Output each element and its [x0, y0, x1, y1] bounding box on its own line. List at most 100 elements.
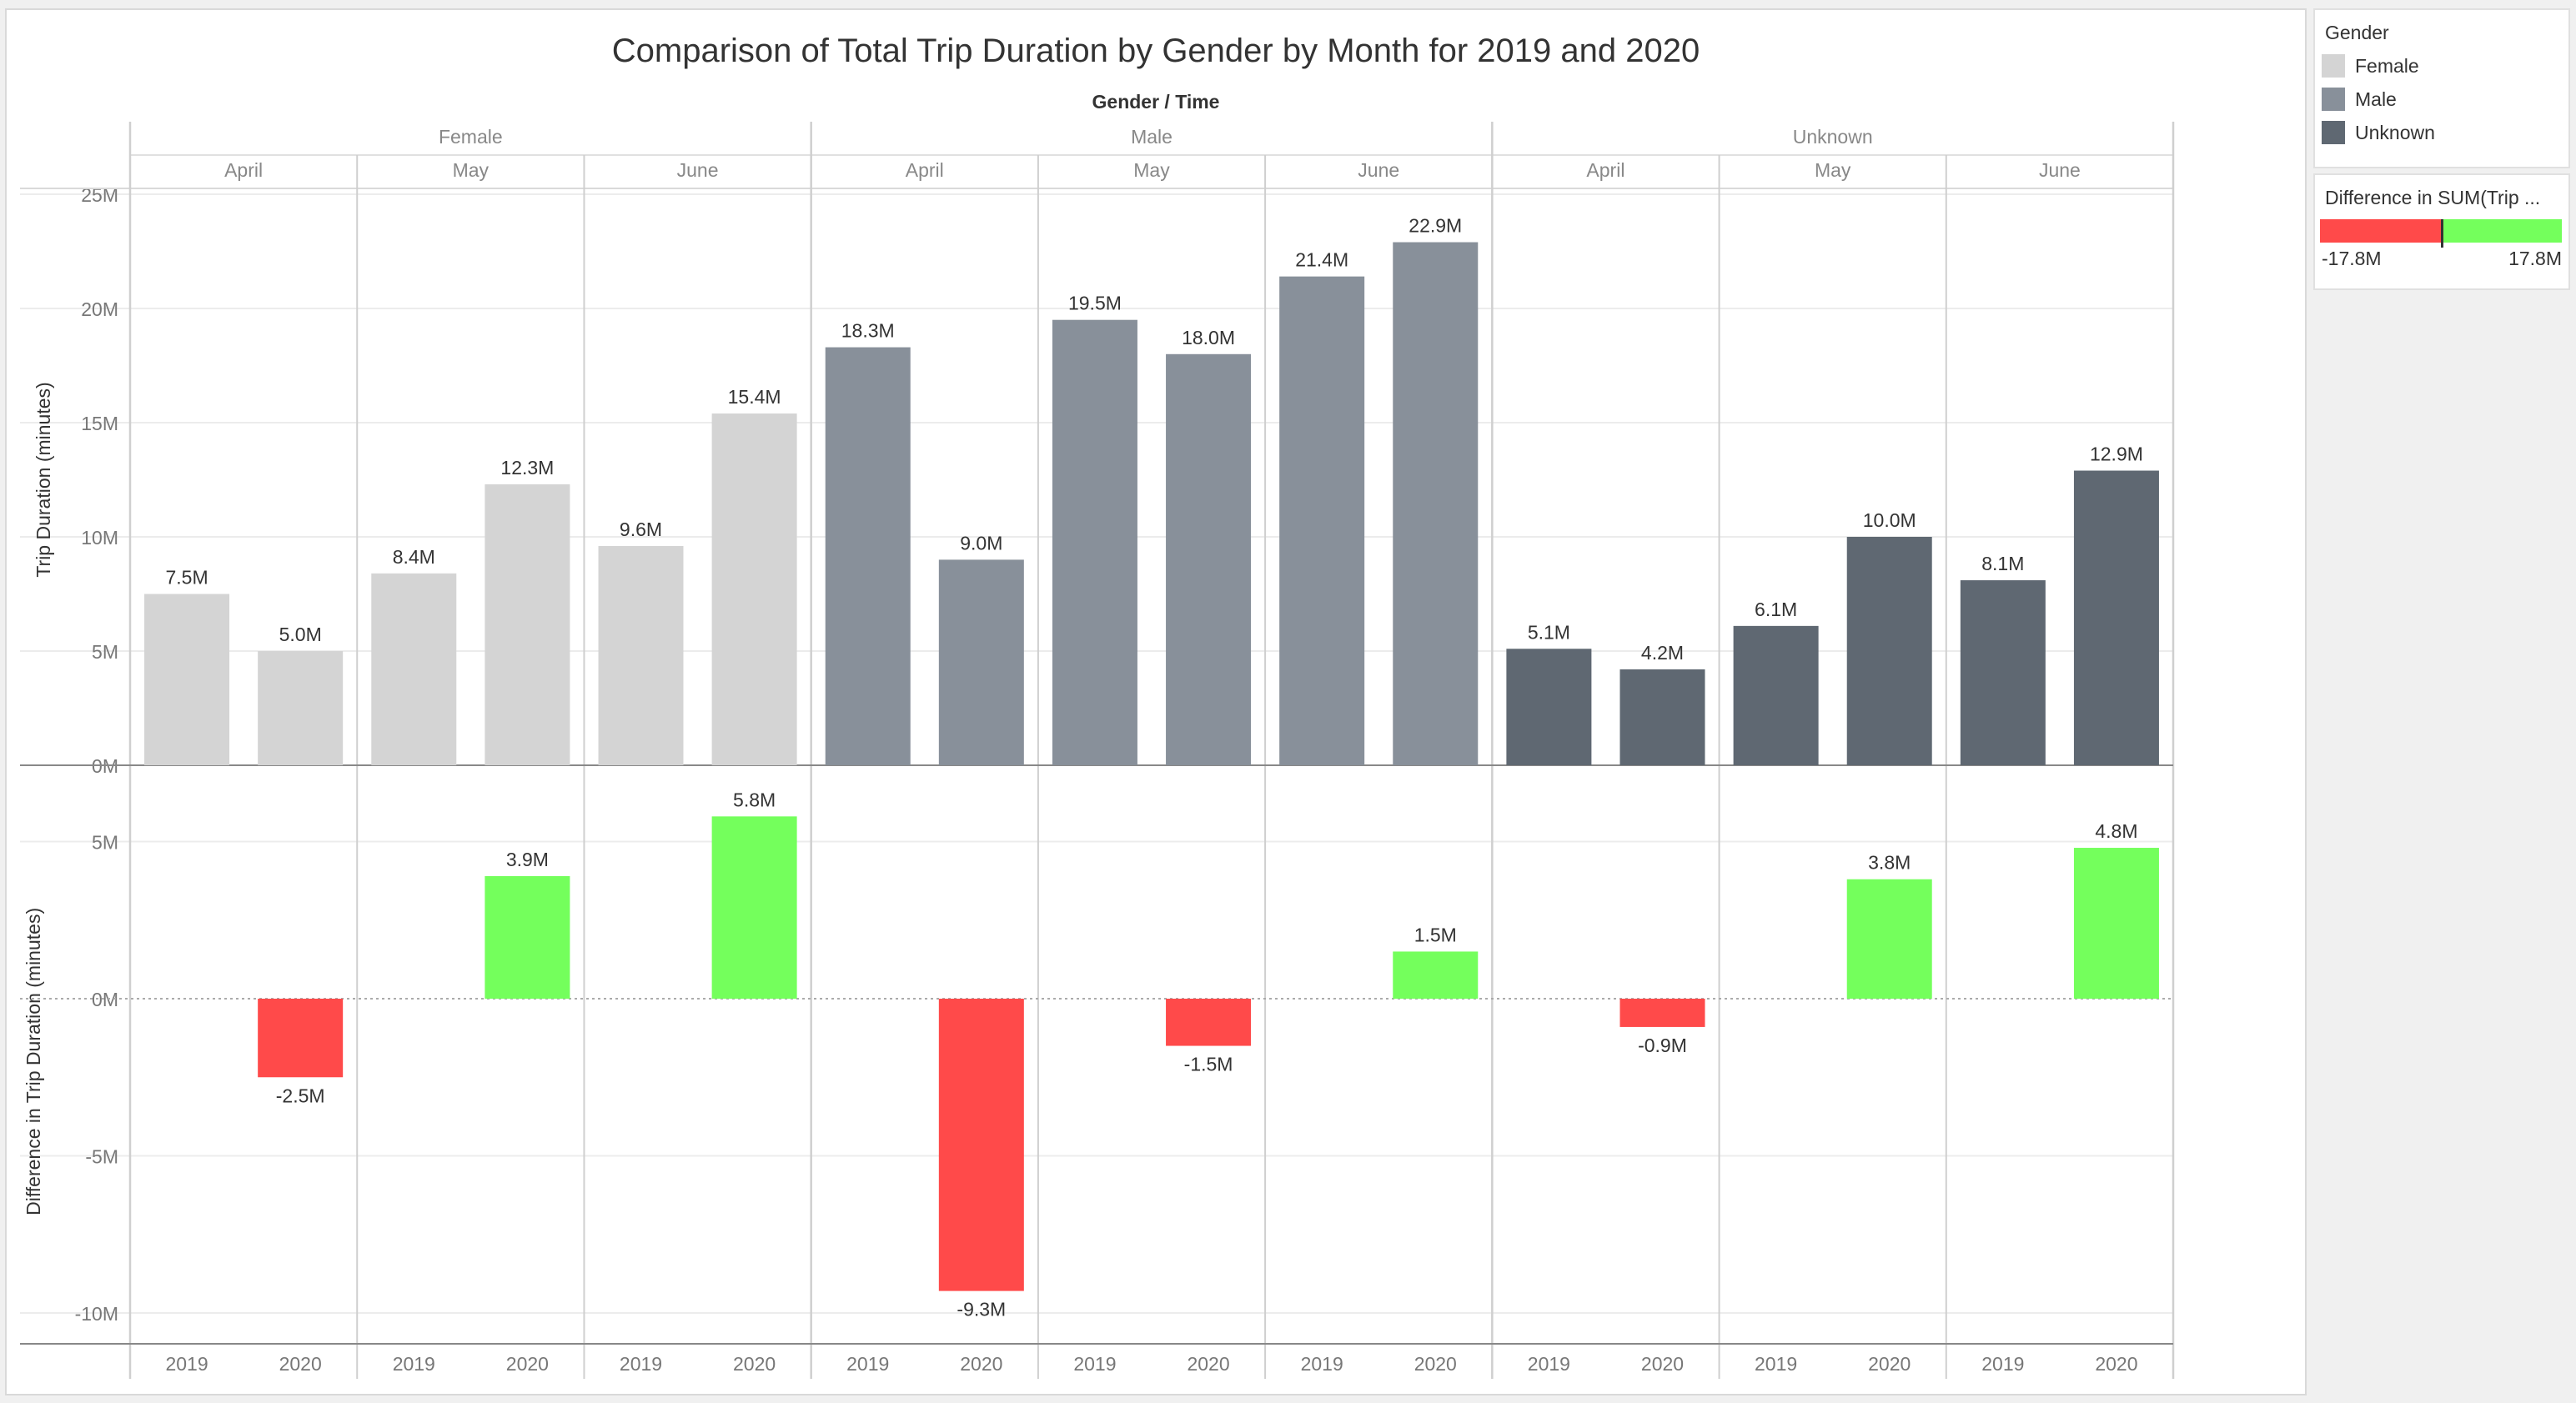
gender-header-unknown: Unknown — [1793, 126, 1873, 148]
bar-value-label: 12.3M — [500, 457, 554, 479]
year-label: 2019 — [1301, 1353, 1343, 1375]
year-label: 2019 — [620, 1353, 662, 1375]
ytick-bottom: 5M — [92, 832, 118, 854]
month-header: April — [1586, 159, 1624, 181]
year-label: 2020 — [1187, 1353, 1229, 1375]
ytick-top: 25M — [81, 184, 118, 206]
trip-duration-bar — [825, 347, 911, 765]
legend-label-unknown: Unknown — [2355, 121, 2435, 143]
difference-value-label: -0.9M — [1638, 1035, 1687, 1056]
ytick-bottom: -5M — [85, 1146, 118, 1168]
trip-duration-bar — [2073, 470, 2159, 765]
trip-duration-bar — [1733, 625, 1819, 765]
year-label: 2019 — [1528, 1353, 1570, 1375]
y-axis-title-bottom: Difference in Trip Duration (minutes) — [23, 908, 44, 1215]
difference-color-ramp — [2320, 219, 2562, 248]
difference-value-label: -1.5M — [1184, 1054, 1233, 1075]
ytick-top: 5M — [92, 641, 118, 663]
difference-value-label: 3.9M — [506, 849, 549, 870]
y-axis-title-top: Trip Duration (minutes) — [33, 382, 54, 577]
ytick-top: 15M — [81, 413, 118, 434]
month-header: May — [1815, 159, 1851, 181]
chart-dashboard: Comparison of Total Trip Duration by Gen… — [5, 8, 2307, 1395]
gender-legend-title: Gender — [2325, 22, 2389, 43]
unknown-swatch — [2322, 121, 2345, 144]
difference-value-label: 3.8M — [1868, 852, 1911, 874]
ramp-min-label: -17.8M — [2322, 248, 2382, 269]
difference-bar — [258, 999, 344, 1078]
trip-duration-bar — [371, 573, 457, 765]
ytick-top: 20M — [81, 298, 118, 320]
bar-value-label: 15.4M — [728, 386, 781, 408]
year-label: 2020 — [279, 1353, 322, 1375]
year-label: 2019 — [1755, 1353, 1797, 1375]
bar-value-label: 5.0M — [279, 624, 322, 645]
difference-bar — [938, 999, 1024, 1291]
month-header: May — [1133, 159, 1170, 181]
bar-value-label: 10.0M — [1863, 509, 1916, 531]
trip-duration-bar — [1960, 580, 2046, 765]
trip-duration-bar — [1052, 319, 1137, 765]
ramp-max-label: 17.8M — [2508, 248, 2562, 269]
trip-duration-bar — [1846, 537, 1932, 765]
difference-bar — [1846, 879, 1932, 999]
year-label: 2019 — [1073, 1353, 1116, 1375]
ytick-bottom: -10M — [75, 1303, 118, 1325]
difference-bar — [1619, 999, 1705, 1027]
trip-duration-bar — [485, 484, 570, 765]
legend-item-male[interactable]: Male — [2315, 83, 2568, 116]
trip-duration-bar — [1393, 242, 1479, 765]
gender-header-male: Male — [1131, 126, 1173, 148]
trip-duration-bar — [1619, 669, 1705, 765]
bar-value-label: 9.6M — [620, 519, 662, 540]
bar-value-label: 5.1M — [1528, 621, 1570, 643]
trip-duration-bar — [938, 559, 1024, 765]
trip-duration-bar — [144, 594, 230, 765]
year-label: 2020 — [1868, 1353, 1911, 1375]
trip-duration-bar — [711, 413, 797, 765]
month-header: June — [1358, 159, 1399, 181]
year-label: 2019 — [165, 1353, 208, 1375]
bar-value-label: 21.4M — [1295, 249, 1348, 271]
legend-item-unknown[interactable]: Unknown — [2315, 116, 2568, 149]
gender-legend: Gender Female Male Unknown — [2313, 8, 2570, 168]
difference-legend-title: Difference in SUM(Trip ... — [2325, 187, 2541, 208]
year-label: 2020 — [506, 1353, 549, 1375]
bar-value-label: 7.5M — [165, 567, 208, 589]
difference-value-label: -9.3M — [957, 1299, 1006, 1320]
bar-value-label: 9.0M — [960, 532, 1002, 554]
bar-value-label: 18.0M — [1182, 327, 1235, 348]
legend-label-male: Male — [2355, 88, 2397, 110]
legend-item-female[interactable]: Female — [2315, 49, 2568, 83]
header-label: Gender / Time — [1092, 91, 1220, 113]
difference-value-label: 4.8M — [2095, 820, 2137, 842]
legend-panel: Gender Female Male Unknown Difference in… — [2313, 8, 2570, 1392]
month-header: June — [677, 159, 719, 181]
year-label: 2020 — [1414, 1353, 1457, 1375]
difference-value-label: 1.5M — [1414, 924, 1457, 945]
trip-duration-bar — [1279, 276, 1365, 765]
year-label: 2020 — [2095, 1353, 2137, 1375]
bar-value-label: 4.2M — [1641, 642, 1684, 664]
gender-header-female: Female — [439, 126, 503, 148]
difference-bar — [2073, 848, 2159, 999]
bar-value-label: 6.1M — [1755, 599, 1797, 620]
year-label: 2019 — [846, 1353, 889, 1375]
year-label: 2020 — [1641, 1353, 1684, 1375]
year-label: 2019 — [1981, 1353, 2024, 1375]
difference-bar — [1393, 951, 1479, 999]
month-header: April — [906, 159, 944, 181]
difference-bar — [485, 875, 570, 999]
bar-value-label: 12.9M — [2090, 443, 2143, 465]
bar-value-label: 8.4M — [393, 546, 435, 568]
ramp-zero-marker — [2441, 219, 2443, 248]
trip-duration-bar — [1506, 649, 1592, 765]
year-label: 2020 — [733, 1353, 776, 1375]
chart-canvas: Comparison of Total Trip Duration by Gen… — [20, 33, 2175, 1379]
chart-title: Comparison of Total Trip Duration by Gen… — [612, 33, 1700, 69]
difference-bar — [1166, 999, 1252, 1046]
bar-value-label: 19.5M — [1068, 293, 1122, 314]
ramp-negative — [2320, 219, 2442, 243]
trip-duration-bar — [1166, 353, 1252, 765]
ytick-top: 10M — [81, 527, 118, 549]
